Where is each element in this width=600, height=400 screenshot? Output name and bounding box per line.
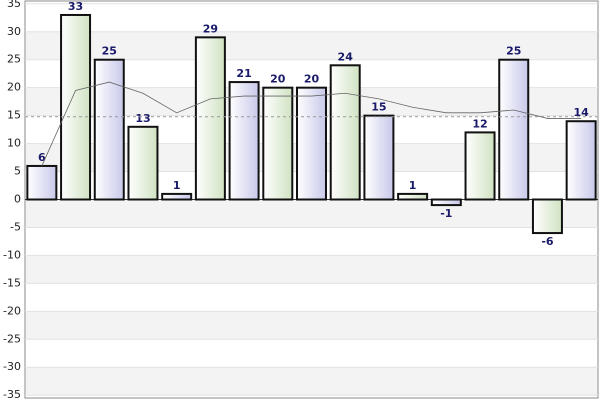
- value-label: 6: [38, 151, 46, 164]
- bar: [161, 192, 193, 201]
- y-tick-label: 25: [7, 53, 21, 66]
- y-tick-label: 0: [14, 193, 21, 206]
- bar: [26, 164, 58, 201]
- y-tick-label: -35: [3, 388, 21, 400]
- value-label: 25: [102, 45, 117, 58]
- stripe: [26, 367, 597, 396]
- value-label: 21: [236, 67, 251, 80]
- bar: [329, 64, 361, 201]
- y-tick-label: -5: [10, 220, 21, 233]
- stripe: [26, 311, 597, 340]
- y-tick-label: -25: [3, 332, 21, 345]
- y-tick-label: 10: [7, 137, 21, 150]
- bar: [498, 58, 530, 201]
- bar: [262, 86, 294, 201]
- value-label: 14: [573, 106, 589, 119]
- stripe: [26, 31, 597, 60]
- stripe: [26, 199, 597, 228]
- bar: [464, 131, 496, 201]
- y-tick-label: -30: [3, 360, 21, 373]
- y-tick-label: -20: [3, 304, 21, 317]
- value-label: 1: [409, 179, 417, 192]
- value-label: -6: [541, 235, 554, 248]
- bar: [228, 81, 260, 201]
- bar: [296, 86, 327, 201]
- y-tick-label: -10: [3, 248, 21, 261]
- value-label: 33: [68, 0, 83, 13]
- bar: [93, 58, 125, 201]
- value-label: 24: [338, 50, 354, 63]
- y-tick-label: 35: [7, 0, 21, 10]
- y-tick-label: 30: [7, 25, 21, 38]
- value-label: 20: [270, 73, 286, 86]
- stripe: [26, 255, 597, 284]
- bar: [430, 198, 462, 207]
- value-label: 13: [135, 112, 150, 125]
- y-tick-label: 20: [7, 81, 21, 94]
- bar: [194, 36, 226, 201]
- value-label: 25: [506, 45, 521, 58]
- bar: [397, 192, 429, 201]
- y-tick-label: 5: [14, 165, 21, 178]
- y-tick-label: -15: [3, 276, 21, 289]
- value-label: 29: [203, 22, 218, 35]
- value-label: 1: [173, 179, 181, 192]
- bar: [531, 198, 563, 235]
- value-label: -1: [440, 207, 452, 220]
- bar: [127, 125, 159, 201]
- y-tick-label: 15: [7, 109, 21, 122]
- bar: [60, 13, 92, 201]
- trend-line: [41, 81, 582, 167]
- bar: [565, 120, 597, 201]
- bar: [363, 114, 395, 201]
- value-label: 15: [371, 101, 386, 114]
- value-label: 20: [304, 73, 320, 86]
- value-label: 12: [472, 117, 487, 130]
